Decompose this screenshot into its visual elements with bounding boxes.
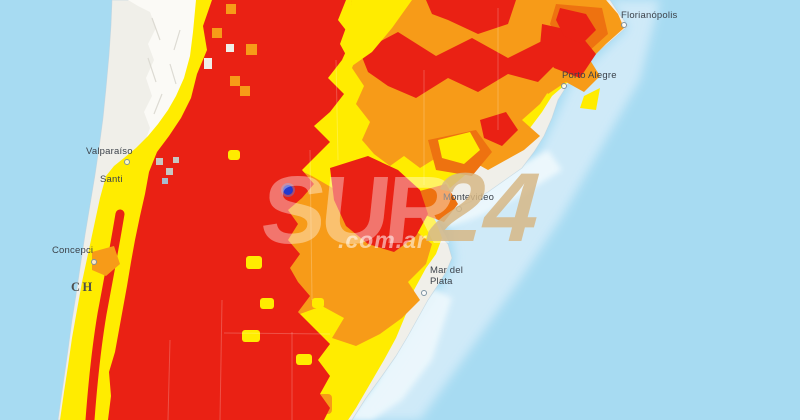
city-label: Porto Alegre xyxy=(562,70,617,81)
city-dot xyxy=(124,159,130,165)
city-dot xyxy=(421,290,427,296)
heat-orange-coastal-patch xyxy=(92,246,120,276)
heat-red-uruguay xyxy=(480,112,518,146)
heat-red-top-ne xyxy=(426,0,516,34)
andes-terrain xyxy=(128,0,205,155)
heat-yellow-patches xyxy=(228,0,600,365)
city-label: Montevideo xyxy=(443,192,495,203)
city-label: Florianópolis xyxy=(621,10,678,21)
urban-block-symbols xyxy=(149,157,179,184)
city-dot xyxy=(91,259,97,265)
heat-pixel-checker-red xyxy=(208,4,257,127)
heat-red-band-ne xyxy=(360,32,558,98)
shallow-water-estuary xyxy=(430,150,562,228)
city-label: Concepci xyxy=(52,245,94,256)
heat-red-main xyxy=(108,0,352,420)
heat-red-central-east xyxy=(330,156,428,252)
city-label: Valparaíso xyxy=(86,146,133,157)
heat-pixel-checker-gaps xyxy=(204,44,234,69)
event-location-marker xyxy=(283,185,293,195)
country-label-chile: CH xyxy=(71,280,95,294)
city-dot xyxy=(456,206,462,212)
admin-boundaries xyxy=(167,8,499,420)
city-label: Mar del Plata xyxy=(430,265,464,287)
city-dot xyxy=(561,83,567,89)
heat-pixel-checker-orange xyxy=(212,4,257,96)
city-label: Santi xyxy=(100,174,123,185)
city-dot xyxy=(621,22,627,28)
andes-ridge-marks xyxy=(147,17,181,115)
heat-red-coastal-stripe xyxy=(85,209,125,420)
heat-red-florianopolis xyxy=(556,8,596,44)
